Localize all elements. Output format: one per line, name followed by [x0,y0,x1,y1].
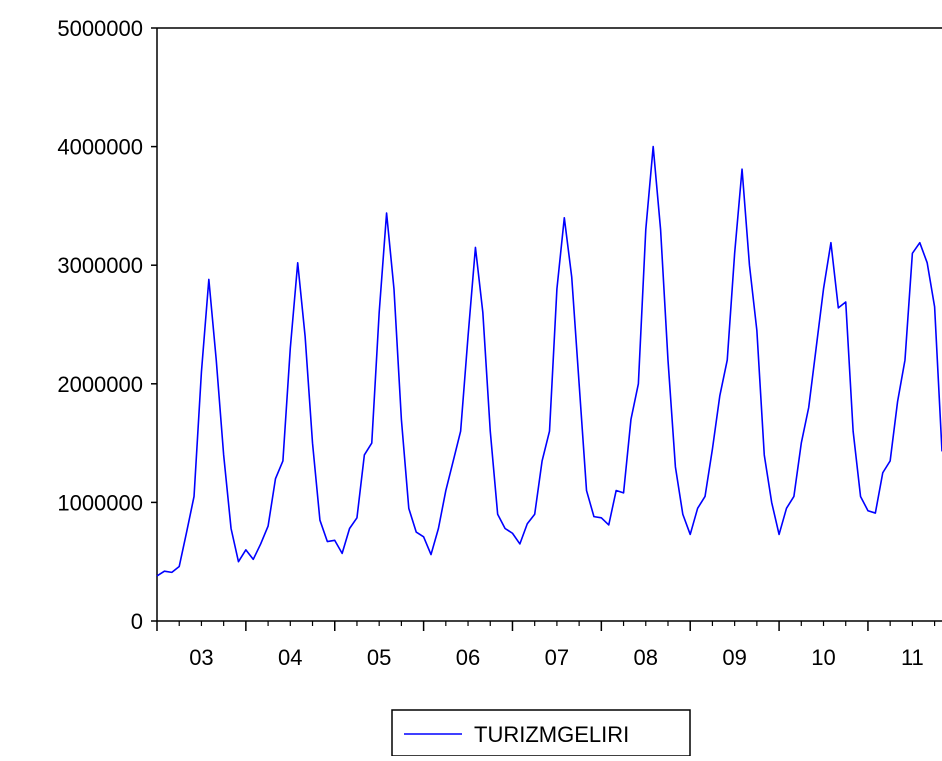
x-tick-label: 11 [901,645,924,670]
x-tick-label: 04 [278,645,302,670]
y-axis-ticks: 0 1000000 2000000 3000000 4000000 5000000 [57,16,157,634]
y-tick-label: 0 [131,609,143,634]
x-axis-ticks: 03 04 05 06 07 08 09 10 11 [156,621,936,670]
series-line-turizmgeliri [156,145,942,577]
y-tick-label: 1000000 [57,490,143,515]
y-tick-label: 5000000 [57,16,143,41]
axes-layer [156,27,942,622]
x-tick-label: 05 [367,645,391,670]
x-tick-label: 06 [456,645,480,670]
x-tick-label: 09 [722,645,746,670]
legend: TURIZMGELIRI [391,709,691,757]
legend-label: TURIZMGELIRI [474,722,629,747]
series-layer [156,145,942,577]
y-tick-label: 4000000 [57,135,143,160]
legend-box [391,709,691,757]
y-tick-label: 2000000 [57,372,143,397]
x-tick-label: 03 [189,645,213,670]
y-tick-label: 3000000 [57,253,143,278]
x-tick-label: 10 [811,645,835,670]
x-tick-label: 07 [545,645,569,670]
x-tick-label: 08 [634,645,658,670]
